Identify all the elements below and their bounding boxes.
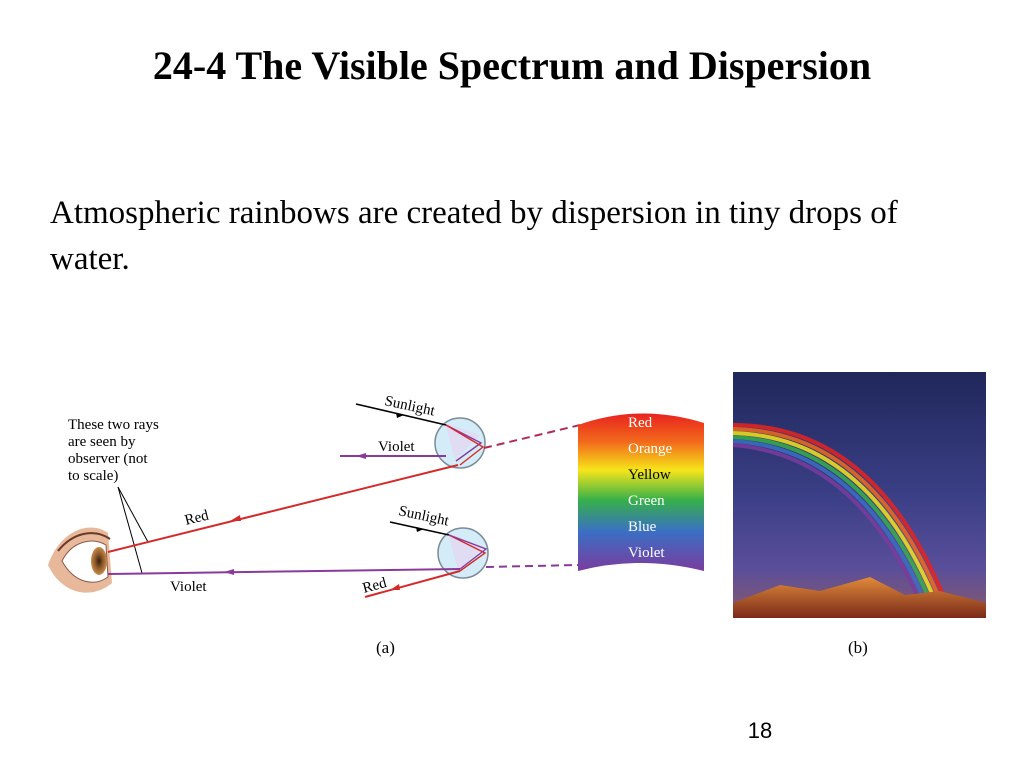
annotation-text: These two rays are seen by observer (not… xyxy=(68,417,159,484)
annotation-line-2: are seen by xyxy=(68,434,136,450)
spectrum-label-violet: Violet xyxy=(628,545,665,561)
red-ray-label: Red xyxy=(183,507,211,528)
annotation-pointer-violet xyxy=(117,486,143,574)
rainbow-figure: These two rays are seen by observer (not… xyxy=(0,355,1024,665)
violet-ray-to-observer xyxy=(107,568,461,575)
bottom-raindrop xyxy=(437,527,489,579)
spectrum-label-red: Red xyxy=(628,415,653,431)
top-violet-label: Violet xyxy=(378,439,415,455)
spectrum-label-yellow: Yellow xyxy=(628,467,671,483)
annotation-line-1: These two rays xyxy=(68,417,159,433)
spectrum-label-blue: Blue xyxy=(628,519,657,535)
caption-b: (b) xyxy=(848,638,868,657)
rainbow-photo xyxy=(732,372,986,618)
top-sunlight-label: Sunlight xyxy=(383,393,437,419)
bottom-red-ray xyxy=(364,570,461,598)
annotation-line-4: to scale) xyxy=(68,468,118,484)
slide-title: 24-4 The Visible Spectrum and Dispersion xyxy=(152,43,872,88)
bottom-red-label: Red xyxy=(361,575,389,597)
rainbow-diagram: These two rays are seen by observer (not… xyxy=(48,372,986,657)
spectrum-label-orange: Orange xyxy=(628,441,672,457)
red-ray-to-observer xyxy=(107,464,459,553)
annotation-line-3: observer (not xyxy=(68,451,148,467)
caption-a: (a) xyxy=(376,638,395,657)
violet-ray-label: Violet xyxy=(170,579,207,595)
spectrum-label-green: Green xyxy=(628,493,665,509)
annotation-pointer-red xyxy=(117,486,149,543)
slide-body-text: Atmospheric rainbows are created by disp… xyxy=(50,195,898,277)
eye-icon xyxy=(48,527,112,593)
page-number: 18 xyxy=(747,718,773,743)
spectrum-band: Red Orange Yellow Green Blue Violet xyxy=(578,413,704,571)
